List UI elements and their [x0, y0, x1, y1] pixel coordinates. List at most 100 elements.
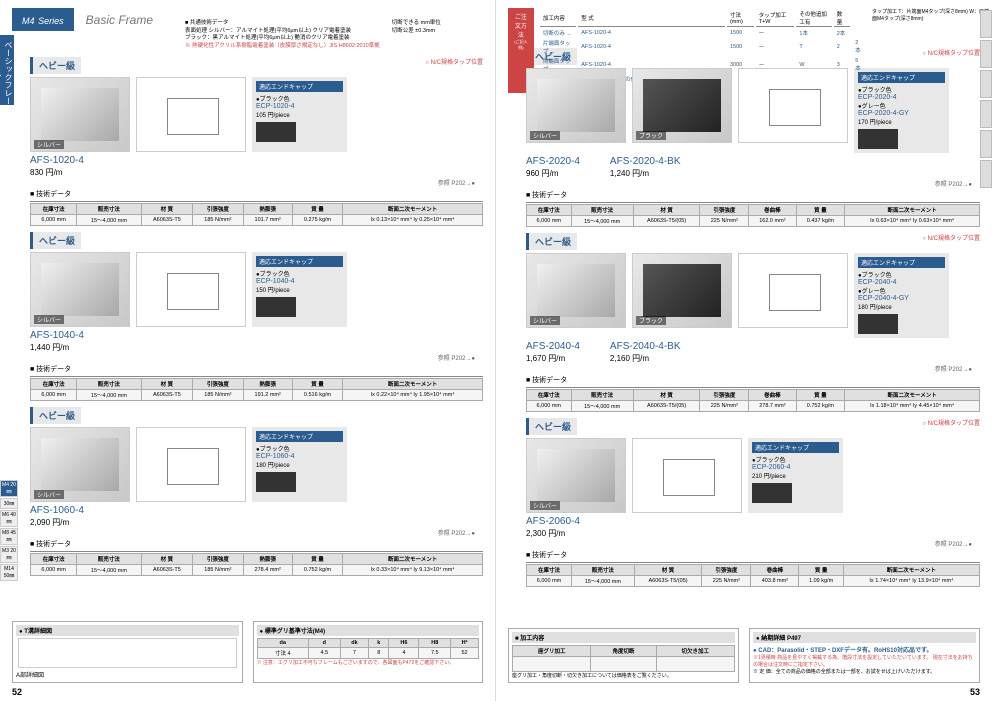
product-image: シルバー: [30, 77, 130, 152]
grip-box: ● 標準グリ基準寸法(M4) daddkkH6H8H² 寸法 44.57847.…: [253, 621, 484, 683]
product-price: 2,300 円/m: [526, 528, 980, 539]
series-code: M4: [22, 16, 35, 26]
nc-note: ○ N/C規格タップ位置: [425, 57, 483, 66]
ref-note: 参照 P202→●: [526, 179, 980, 188]
process-table: 座グリ加工角度切断切欠き加工: [512, 645, 735, 672]
product-image: シルバー: [30, 427, 130, 502]
data-table: 在庫寸法販売寸法材 質引張強度巻曲棒質 量断面二次モーメント 6,000 mm1…: [526, 204, 980, 227]
common-title: ■ 共通技術データ: [185, 20, 380, 28]
series-badge: M4 Series: [12, 8, 74, 31]
size-tab-20b: M3 20㎜: [0, 546, 18, 563]
page-header: M4 Series Basic Frame ■ 共通技術データ 表面処理 シルバ…: [12, 8, 483, 51]
right-tab: [980, 100, 992, 128]
tech-drawing: [136, 77, 246, 152]
cad-note: ● CAD：Parasolid・STEP・DXFデータ有。RoHS10対応品です…: [753, 645, 976, 654]
tech-drawing: [738, 253, 848, 328]
product-price: 1,440 円/m: [30, 342, 483, 353]
product-block: ヘビー級 シルバー 適応エンドキャップ ●ブラック色 ECP-1040-4 15…: [30, 232, 483, 401]
bottom-left-section: ● T溝詳細図 A部詳細図 ● 標準グリ基準寸法(M4) daddkkH6H8H…: [12, 621, 483, 683]
series-suffix: Series: [38, 16, 64, 26]
ref-note: 参照 P202→●: [30, 528, 483, 537]
note2: ※ 定 価：全ての商品の価格の全部または一部を、お試をせば上げいただけます。: [753, 668, 976, 675]
endcap-box: 適応エンドキャップ ●ブラック色 ECP-1020-4 105 円/piece: [252, 77, 347, 152]
right-tab: [980, 70, 992, 98]
tech-drawing: [136, 252, 246, 327]
heavy-label: ヘビー級: [526, 418, 577, 435]
process-box: ■ 加工内容 座グリ加工角度切断切欠き加工 座グリ加工・角度切断・切欠き加工につ…: [508, 628, 739, 683]
product-image: シルバー: [526, 253, 626, 328]
heavy-label: ヘビー級: [30, 57, 81, 74]
product-image: シルバー: [526, 68, 626, 143]
left-page: M4 Series Basic Frame ■ 共通技術データ 表面処理 シルバ…: [0, 0, 496, 701]
product-price: 830 円/m: [30, 167, 483, 178]
tech-drawing: [738, 68, 848, 143]
page-title: Basic Frame: [86, 13, 153, 27]
note1: ※1見積時 商品を見やすく掲載する為、階段寸法を設定していただいています。 現在…: [753, 654, 976, 668]
right-page: ご注文方法 (ご記入例) 加工内容型 式寸法(mm)タップ加工 T+Wその他追加…: [496, 0, 992, 701]
grip-note: ※ 注意：エグリ加工不可なフレームもございますので、各図面もP472をご確認下さ…: [257, 659, 480, 666]
side-tab: ベーシックフレーム: [0, 35, 14, 105]
product-code: AFS-1040-4: [30, 330, 483, 341]
product-image-dark: ブラック: [632, 253, 732, 328]
ref-note: 参照 P202→●: [526, 539, 980, 548]
product-block: ヘビー級○ N/C規格タップ位置 シルバー 適応エンドキャップ ●ブラック色 E…: [526, 418, 980, 587]
product-price: 2,090 円/m: [30, 517, 483, 528]
order-sublabel: (ご記入例): [512, 39, 530, 51]
endcap-image: [256, 472, 296, 492]
process-title: ■ 加工内容: [512, 632, 735, 643]
grip-table: daddkkH6H8H² 寸法 44.57847.552: [257, 638, 480, 659]
common-black: ブラック：黒アルマイト処理(平均6μm以上) 艶消のクリア電着塗装: [185, 35, 380, 43]
ref-note: 参照 P202→●: [30, 178, 483, 187]
product-code: AFS-2060-4: [526, 516, 980, 527]
endcap-image: [752, 483, 792, 503]
product-image: シルバー: [526, 438, 626, 513]
size-tab-40: M6 40㎜: [0, 510, 18, 527]
nc-note: ○ N/C規格タップ位置: [922, 418, 980, 427]
size-tab-45: M8 45㎜: [0, 528, 18, 545]
endcap-image: [256, 122, 296, 142]
data-table: 在庫寸法販売寸法材 質引張強度巻曲棒質 量断面二次モーメント 6,000 mm1…: [526, 389, 980, 412]
drawing-info-box: ● 納期詳細 P497 ● CAD：Parasolid・STEP・DXFデータ有…: [749, 628, 980, 683]
ref-note: 参照 P202→●: [526, 364, 980, 373]
data-table: 在庫寸法販売寸法材 質引張強度巻曲棒質 量断面二次モーメント 6,000 mm1…: [526, 564, 980, 587]
endcap-box: 適応エンドキャップ ●ブラック色 ECP-1060-4 180 円/piece: [252, 427, 347, 502]
product-block: ヘビー級 ○ N/C規格タップ位置 シルバー 適応エンドキャップ ●ブラック色 E…: [30, 57, 483, 226]
right-tab: [980, 40, 992, 68]
product-code: AFS-1020-4: [30, 155, 483, 166]
product-code: AFS-2020-4: [526, 156, 580, 167]
cut1: 切断できる mm単位: [392, 20, 441, 28]
data-table: 在庫寸法販売寸法材 質引張強度熱膨張質 量断面二次モーメント 6,000 mm1…: [30, 203, 483, 226]
process-note: 座グリ加工・角度切断・切欠き加工については価格表をご覧ください。: [512, 672, 735, 679]
data-label: ■ 技術データ: [526, 373, 980, 388]
size-tab-30: 30㎜: [0, 498, 18, 509]
right-tab: [980, 130, 992, 158]
endcap-image: [256, 297, 296, 317]
heavy-label: ヘビー級: [30, 407, 81, 424]
data-label: ■ 技術データ: [30, 187, 483, 202]
a-detail: A部詳細図: [16, 670, 239, 679]
product-block: ヘビー級○ N/C規格タップ位置 シルバー ブラック 適応エンドキャップ ●ブラ…: [526, 233, 980, 412]
data-label: ■ 技術データ: [30, 362, 483, 377]
product-image-dark: ブラック: [632, 68, 732, 143]
tech-drawing: [632, 438, 742, 513]
cut-data: 切断できる mm単位 切断公差 ±0.3mm: [392, 20, 441, 35]
size-tab-50: M14 50㎜: [0, 564, 18, 581]
order-label-text: ご注文方法: [512, 12, 530, 39]
product-image: シルバー: [30, 252, 130, 327]
grip-title: ● 標準グリ基準寸法(M4): [257, 625, 480, 636]
page-number-left: 52: [12, 687, 22, 697]
product-price: 960 円/m: [526, 168, 580, 179]
data-label: ■ 技術データ: [526, 188, 980, 203]
data-table: 在庫寸法販売寸法材 質引張強度熱膨張質 量断面二次モーメント 6,000 mm1…: [30, 553, 483, 576]
nc-note: ○ N/C規格タップ位置: [922, 233, 980, 242]
endcap-box: 適応エンドキャップ ●ブラック色 ECP-2040-4 ●グレー色ECP-204…: [854, 253, 949, 338]
bottom-right-section: ■ 加工内容 座グリ加工角度切断切欠き加工 座グリ加工・角度切断・切欠き加工につ…: [508, 628, 980, 683]
product-code: AFS-1060-4: [30, 505, 483, 516]
t-section-title: ● T溝詳細図: [16, 625, 239, 636]
page-number-right: 53: [970, 687, 980, 697]
data-label: ■ 技術データ: [526, 548, 980, 563]
endcap-box: 適応エンドキャップ ●ブラック色 ECP-1040-4 150 円/piece: [252, 252, 347, 327]
common-data: ■ 共通技術データ 表面処理 シルバー：アルマイト処理(平均6μm以上) クリア…: [185, 20, 380, 51]
product-code-2: AFS-2020-4-BK: [610, 156, 681, 167]
size-tab-20: M4 20㎜: [0, 480, 18, 497]
